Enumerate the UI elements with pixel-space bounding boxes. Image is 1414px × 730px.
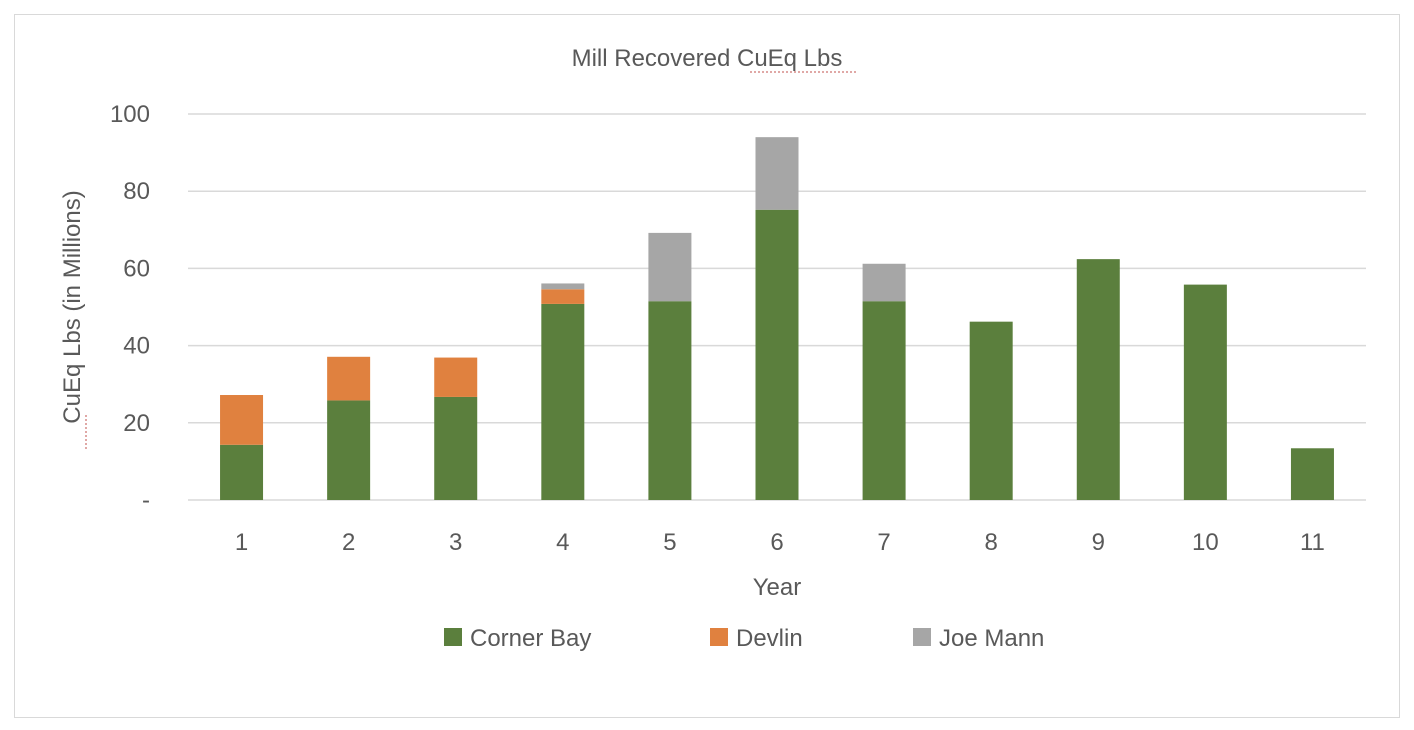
bar-layer [220, 137, 1334, 500]
bar-corner-bay-year-7 [862, 301, 906, 500]
bar-corner-bay-year-11 [1290, 448, 1334, 500]
x-tick-label: 1 [235, 529, 248, 556]
bar-devlin-year-2 [327, 356, 371, 401]
chart-frame [14, 14, 1400, 718]
x-tick-label: 9 [1092, 529, 1105, 556]
legend-label-joe-mann: Joe Mann [939, 625, 1044, 652]
bar-joe-mann-year-6 [755, 137, 799, 210]
x-tick-labels: 1 2 3 4 5 6 7 8 9 10 11 [235, 529, 1325, 556]
bar-devlin-year-1 [220, 395, 264, 445]
x-tick-label: 2 [342, 529, 355, 556]
x-tick-label: 8 [985, 529, 998, 556]
y-tick-label: 100 [110, 101, 150, 128]
y-axis-label: CuEq Lbs (in Millions) [59, 190, 86, 423]
x-tick-label: 6 [770, 529, 783, 556]
legend-swatch-joe-mann [913, 628, 931, 646]
bar-corner-bay-year-8 [969, 321, 1013, 500]
bar-corner-bay-year-10 [1183, 284, 1227, 500]
bar-corner-bay-year-9 [1076, 259, 1120, 500]
legend-label-devlin: Devlin [736, 625, 803, 652]
bar-corner-bay-year-3 [434, 396, 478, 500]
x-tick-label: 11 [1300, 529, 1325, 556]
x-tick-label: 10 [1192, 529, 1219, 556]
x-tick-label: 5 [663, 529, 676, 556]
y-tick-label: 60 [123, 255, 150, 282]
bar-devlin-year-4 [541, 289, 585, 304]
chart-title: Mill Recovered CuEq Lbs [572, 45, 843, 72]
x-tick-label: 4 [556, 529, 569, 556]
y-tick-label: - [142, 487, 150, 514]
bar-corner-bay-year-1 [220, 444, 264, 500]
y-tick-labels: - 20 40 60 80 100 [110, 101, 150, 514]
x-tick-label: 3 [449, 529, 462, 556]
bar-devlin-year-3 [434, 357, 478, 397]
legend: Corner Bay Devlin Joe Mann [444, 625, 1044, 652]
x-axis-label: Year [753, 574, 802, 601]
y-tick-label: 20 [123, 410, 150, 437]
bar-corner-bay-year-6 [755, 209, 799, 500]
bar-joe-mann-year-7 [862, 263, 906, 302]
y-tick-label: 40 [123, 333, 150, 360]
bar-corner-bay-year-2 [327, 400, 371, 500]
bar-joe-mann-year-5 [648, 232, 692, 302]
bar-joe-mann-year-4 [541, 283, 585, 290]
legend-label-corner-bay: Corner Bay [470, 625, 591, 652]
bar-corner-bay-year-4 [541, 303, 585, 500]
legend-swatch-corner-bay [444, 628, 462, 646]
legend-swatch-devlin [710, 628, 728, 646]
y-tick-label: 80 [123, 178, 150, 205]
x-tick-label: 7 [877, 529, 890, 556]
bar-corner-bay-year-5 [648, 301, 692, 500]
